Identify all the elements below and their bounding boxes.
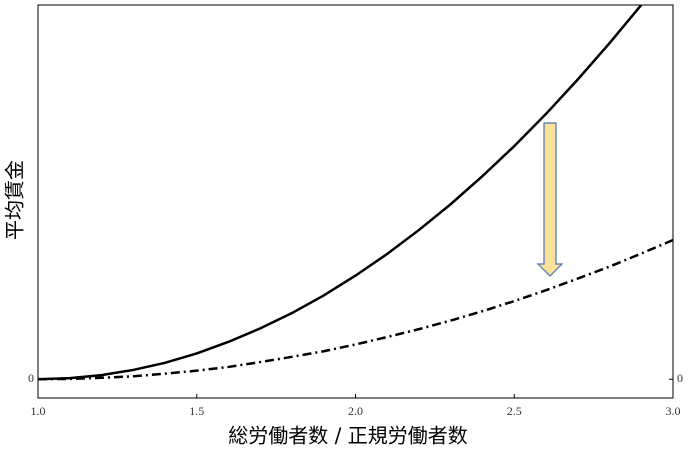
x-axis-label: 総労働者数 / 正規労働者数: [228, 424, 467, 448]
series-line: [38, 238, 673, 381]
x-tick-label: 2.5: [507, 404, 522, 418]
series-line: [38, 5, 643, 381]
plot-area: [38, 5, 673, 381]
x-tick-label: 3.0: [666, 404, 681, 418]
arrow: [536, 122, 564, 277]
x-tick-label: 2.0: [348, 404, 363, 418]
x-tick-label: 1.0: [31, 404, 46, 418]
x-tick-label: 1.5: [189, 404, 204, 418]
plot-frame: [37, 4, 674, 399]
y-axis-label: 平均賃金: [3, 160, 27, 240]
y-tick-label: 0: [28, 371, 34, 385]
y2-tick-label: 0: [677, 371, 683, 385]
